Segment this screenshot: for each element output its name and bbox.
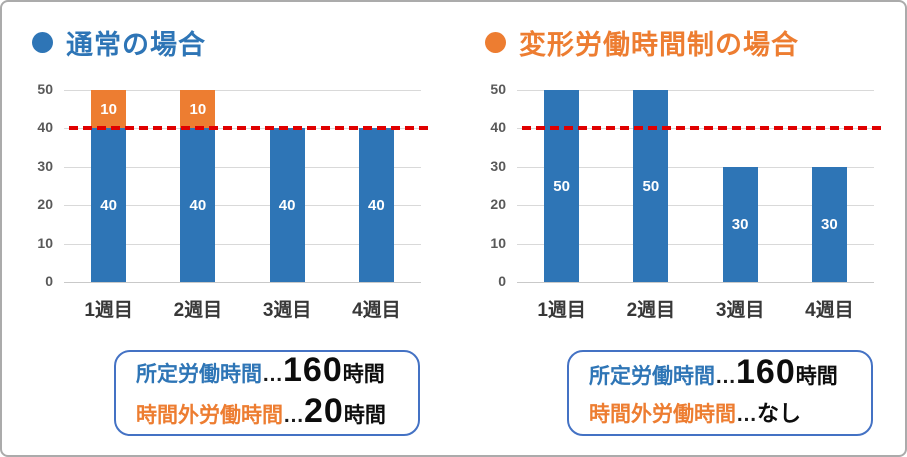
x-axis-label: 2週目 bbox=[173, 300, 223, 321]
bar-chart-plot: 0 10 20 30 40 50 50 50 30 30 bbox=[490, 81, 884, 289]
x-axis-label: 3週目 bbox=[262, 300, 312, 321]
bar-value-label: 30 bbox=[731, 215, 749, 233]
summary-label: 時間外労働時間 bbox=[136, 404, 283, 427]
y-tick-label: 20 bbox=[490, 196, 506, 213]
y-tick-label: 50 bbox=[490, 81, 506, 97]
gridline-30 bbox=[64, 166, 421, 168]
y-tick-label: 40 bbox=[490, 119, 506, 136]
gridline-50 bbox=[517, 90, 874, 91]
summary-value: 160 bbox=[283, 351, 343, 389]
x-axis-label: 4週目 bbox=[352, 300, 401, 321]
bar-value-label: 50 bbox=[553, 177, 570, 195]
bar-segment: 40 bbox=[180, 128, 216, 282]
summary-separator: … bbox=[736, 402, 757, 426]
summary-box: 所定労働時間… 160 時間 時間外労働時間… 20 時間 bbox=[114, 350, 420, 436]
bar-segment: 50 bbox=[633, 90, 669, 282]
bar-segment: 40 bbox=[91, 128, 127, 282]
chart-panel-flex-time-case: 変形労働時間制の場合 0 10 20 30 40 50 50 50 30 30 所定労働時間… 16… bbox=[455, 2, 905, 455]
summary-label: 所定労働時間 bbox=[589, 364, 715, 388]
bar-segment: 40 bbox=[269, 128, 305, 282]
summary-label: 時間外労働時間 bbox=[589, 402, 736, 426]
y-tick-label: 40 bbox=[37, 119, 53, 136]
bar-segment: 40 bbox=[358, 128, 394, 282]
x-axis-label: 4週目 bbox=[805, 300, 854, 321]
bar-value-label: 40 bbox=[368, 196, 385, 214]
bar-value-label: 50 bbox=[642, 177, 660, 195]
gridline-50 bbox=[64, 90, 421, 91]
summary-row: 所定労働時間… 160 時間 bbox=[589, 352, 871, 395]
bar-value-label: 10 bbox=[189, 100, 207, 118]
chart-title: 通常の場合 bbox=[32, 20, 206, 64]
gridline-10 bbox=[64, 243, 421, 245]
bullet-circle-icon bbox=[32, 31, 53, 53]
summary-value: 20 bbox=[304, 392, 344, 430]
x-axis-label: 3週目 bbox=[715, 300, 765, 321]
summary-suffix: 時間 bbox=[795, 364, 838, 388]
bar-value-label: 30 bbox=[821, 215, 838, 233]
bar-segment: 10 bbox=[91, 90, 127, 129]
summary-value: なし bbox=[757, 400, 802, 426]
summary-row: 所定労働時間… 160 時間 bbox=[136, 352, 418, 393]
bullet-circle-icon bbox=[485, 31, 506, 53]
summary-separator: … bbox=[715, 364, 736, 388]
y-tick-label: 0 bbox=[45, 273, 53, 289]
gridline-20 bbox=[64, 205, 421, 207]
chart-panel-normal-case: 通常の場合 0 10 20 30 40 50 40 10 40 10 40 40 所定労働時間… 160… bbox=[2, 2, 455, 455]
y-tick-label: 10 bbox=[490, 234, 506, 251]
x-axis-label: 1週目 bbox=[537, 300, 586, 321]
y-tick-label: 50 bbox=[37, 81, 53, 97]
bar-value-label: 40 bbox=[278, 196, 296, 214]
bar-value-label: 40 bbox=[189, 196, 207, 214]
y-tick-label: 30 bbox=[37, 157, 53, 174]
summary-row: 時間外労働時間… なし bbox=[589, 395, 871, 433]
y-tick-label: 20 bbox=[37, 196, 53, 213]
y-tick-label: 10 bbox=[37, 234, 53, 251]
gridline-20 bbox=[517, 205, 874, 207]
x-axis-label: 2週目 bbox=[626, 300, 676, 321]
gridline-0 bbox=[64, 282, 421, 283]
summary-row: 時間外労働時間… 20 時間 bbox=[136, 393, 418, 434]
gridline-30 bbox=[517, 166, 874, 168]
reference-line bbox=[522, 126, 884, 131]
chart-title-text: 通常の場合 bbox=[66, 29, 206, 60]
bar-segment: 10 bbox=[180, 90, 216, 129]
summary-box: 所定労働時間… 160 時間 時間外労働時間… なし bbox=[567, 350, 873, 436]
y-tick-label: 30 bbox=[490, 157, 506, 174]
chart-title: 変形労働時間制の場合 bbox=[485, 20, 799, 64]
y-tick-label: 0 bbox=[498, 273, 506, 289]
x-axis-label: 1週目 bbox=[84, 300, 133, 321]
summary-value: 160 bbox=[736, 352, 796, 391]
bar-value-label: 40 bbox=[100, 196, 117, 214]
bar-chart-plot: 0 10 20 30 40 50 40 10 40 10 40 40 bbox=[37, 81, 431, 289]
gridline-10 bbox=[517, 243, 874, 245]
bar-segment: 50 bbox=[544, 90, 580, 282]
gridline-0 bbox=[517, 282, 874, 283]
summary-separator: … bbox=[262, 363, 283, 386]
chart-title-text: 変形労働時間制の場合 bbox=[519, 29, 799, 60]
bar-segment: 30 bbox=[811, 166, 847, 282]
bar-value-label: 10 bbox=[100, 100, 117, 118]
reference-line bbox=[69, 126, 431, 131]
summary-suffix: 時間 bbox=[342, 363, 385, 386]
summary-suffix: 時間 bbox=[343, 404, 386, 427]
bar-segment: 30 bbox=[722, 166, 758, 282]
summary-separator: … bbox=[283, 404, 304, 427]
summary-label: 所定労働時間 bbox=[136, 363, 262, 386]
